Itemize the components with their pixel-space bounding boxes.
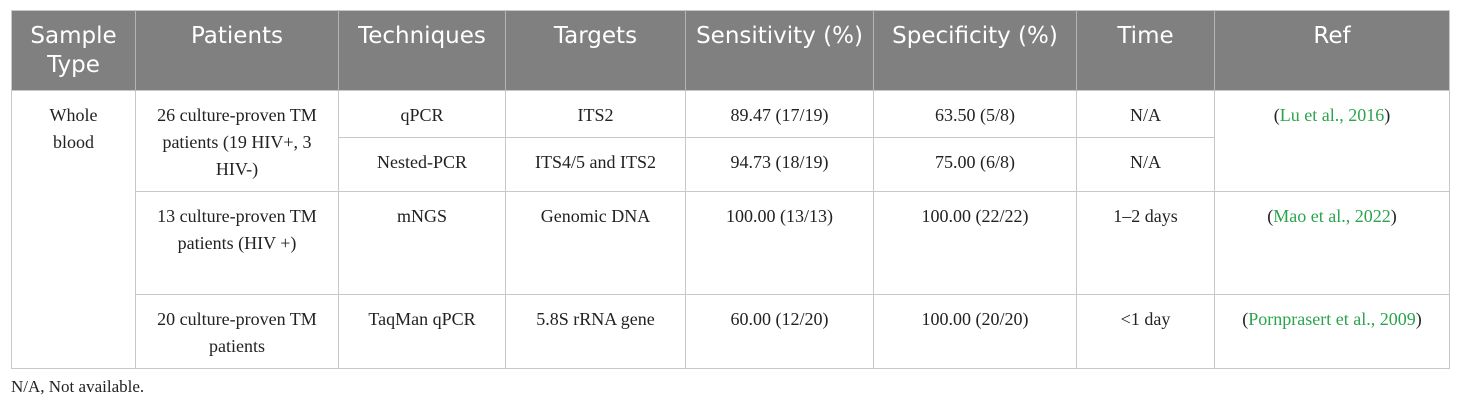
header-patients: Patients [135,10,339,91]
cell-time: N/A [1076,90,1215,138]
header-row: Sample Type Patients Techniques Targets … [11,10,1450,91]
header-time: Time [1076,10,1215,91]
table-container: Sample Type Patients Techniques Targets … [11,10,1450,369]
cell-sensitivity: 60.00 (12/20) [685,294,874,369]
sample-type-text: Whole blood [49,105,98,152]
cell-specificity: 100.00 (20/20) [873,294,1077,369]
table-row: Whole blood 26 culture-proven TM patient… [11,90,1450,369]
cell-sensitivity: 100.00 (13/13) [685,191,874,295]
reference-link[interactable]: Mao et al., 2022 [1273,206,1391,226]
table-row: 20 culture-proven TM patients TaqMan qPC… [12,294,1450,369]
cell-target: ITS4/5 and ITS2 [505,137,686,192]
cell-technique: mNGS [338,191,506,295]
reference-link[interactable]: Pornprasert et al., 2009 [1248,309,1416,329]
cell-time: 1–2 days [1076,191,1215,295]
cell-ref: (Pornprasert et al., 2009) [1214,294,1450,369]
cell-sample-type: Whole blood [11,90,136,369]
cell-time: N/A [1076,137,1215,192]
cell-specificity: 100.00 (22/22) [873,191,1077,295]
cell-specificity: 75.00 (6/8) [873,137,1077,192]
header-specificity: Specificity (%) [873,10,1077,91]
cell-target: 5.8S rRNA gene [505,294,686,369]
cell-technique: Nested-PCR [338,137,506,192]
cell-technique: TaqMan qPCR [338,294,506,369]
header-sensitivity: Sensitivity (%) [685,10,874,91]
reference-link[interactable]: Lu et al., 2016 [1279,105,1385,125]
table-row: Nested-PCR ITS4/5 and ITS2 94.73 (18/19)… [12,137,1450,192]
diagnostic-methods-table: Sample Type Patients Techniques Targets … [11,10,1450,369]
cell-patients: 26 culture-proven TM patients (19 HIV+, … [135,90,339,192]
cell-ref: (Lu et al., 2016) [1214,90,1450,192]
table-footnote: N/A, Not available. [11,377,145,396]
cell-target: Genomic DNA [505,191,686,295]
header-targets: Targets [505,10,686,91]
cell-patients: 13 culture-proven TM patients (HIV +) [135,191,339,295]
cell-sensitivity: 89.47 (17/19) [685,90,874,138]
header-ref: Ref [1214,10,1450,91]
header-sample-type: Sample Type [11,10,136,91]
cell-target: ITS2 [505,90,686,138]
cell-time: <1 day [1076,294,1215,369]
header-techniques: Techniques [338,10,506,91]
cell-technique: qPCR [338,90,506,138]
cell-sensitivity: 94.73 (18/19) [685,137,874,192]
cell-specificity: 63.50 (5/8) [873,90,1077,138]
cell-patients: 20 culture-proven TM patients [135,294,339,369]
cell-ref: (Mao et al., 2022) [1214,191,1450,295]
table-row: 13 culture-proven TM patients (HIV +) mN… [12,191,1450,295]
